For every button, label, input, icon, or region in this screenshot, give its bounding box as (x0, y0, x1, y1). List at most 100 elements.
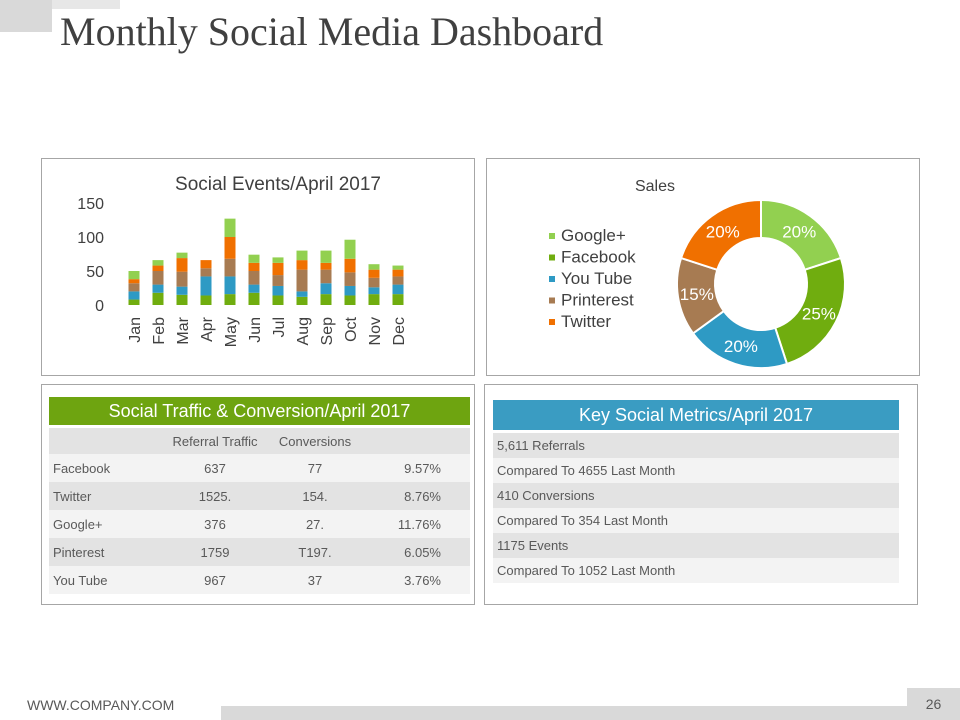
table-cell: 154. (302, 488, 328, 504)
x-tick-label: Feb (151, 317, 168, 345)
table-cell: 77 (307, 460, 323, 476)
y-tick-label: 50 (86, 264, 104, 281)
bar-facebook-may (224, 294, 236, 305)
table-cell: 11.76% (397, 516, 441, 532)
footer-bar (221, 706, 907, 720)
x-tick-label: Apr (199, 316, 216, 342)
page-title: Monthly Social Media Dashboard (60, 9, 604, 54)
bar-printerest-dec (392, 276, 404, 285)
legend-swatch-twitter (549, 319, 555, 325)
bar-google-aug (296, 250, 308, 261)
chart-title: Social Events/April 2017 (175, 174, 381, 195)
table-row: Pinterest 1759 T197. 6.05% (49, 538, 470, 566)
slice-label: 20% (706, 222, 740, 241)
bar-twitter-jan (128, 279, 140, 284)
social-events-panel: Social Events/April 2017 0 50 100 150 Jan Feb… (41, 158, 475, 376)
bar-twitter-mar (176, 258, 188, 272)
table-cell: 37 (307, 572, 323, 588)
y-tick-label: 0 (95, 298, 104, 315)
x-tick-label: Mar (175, 316, 192, 344)
bar-printerest-aug (296, 269, 308, 292)
table-cell: You Tube (53, 572, 108, 588)
table-cell: T197. (298, 544, 332, 560)
metrics-panel: Key Social Metrics/April 2017 5,611 Refe… (484, 384, 918, 605)
bar-facebook-feb (152, 292, 164, 305)
bar-you-tube-dec (392, 284, 404, 295)
bar-printerest-jan (128, 283, 140, 292)
bar-google-jan (128, 271, 140, 280)
bar-printerest-may (224, 258, 236, 277)
bar-you-tube-jul (272, 285, 284, 296)
slice-twitter (679, 198, 762, 272)
traffic-table: Referral Traffic Conversions Facebook 637 77… (49, 428, 470, 594)
y-tick-label: 150 (77, 196, 104, 213)
bar-you-tube-feb (152, 284, 164, 293)
metrics-list: 5,611 Referrals Compared To 4655 Last Mon… (493, 433, 899, 583)
bar-printerest-nov (368, 277, 380, 288)
legend-swatch-printerest (549, 297, 555, 304)
table-cell: 1525. (198, 488, 232, 504)
metric-row: Compared To 1052 Last Month (493, 558, 899, 583)
table-row: Facebook 637 77 9.57% (49, 454, 470, 482)
table-cell: Referral Traffic (172, 433, 258, 449)
table-cell: Pinterest (53, 544, 105, 560)
table-cell: 8.76% (404, 488, 441, 504)
table-header-row: Referral Traffic Conversions (49, 428, 470, 454)
legend-swatch-facebook (549, 254, 555, 261)
bar-facebook-aug (296, 296, 308, 305)
bar-twitter-feb (152, 265, 164, 271)
bar-printerest-apr (200, 268, 212, 277)
table-cell: 6.05% (404, 544, 441, 560)
bar-facebook-sep (320, 294, 332, 305)
slice-label: 15% (680, 285, 714, 304)
slice-label: 20% (782, 222, 816, 241)
slice-label: 25% (802, 305, 836, 324)
legend-label: Facebook (561, 248, 636, 267)
table-cell: 9.57% (404, 460, 441, 476)
metric-row: Compared To 354 Last Month (493, 508, 899, 533)
bar-printerest-jul (272, 275, 284, 286)
bar-twitter-dec (392, 269, 404, 277)
traffic-panel: Social Traffic & Conversion/April 2017 R… (41, 384, 475, 605)
table-cell: Conversions (278, 433, 352, 449)
bar-you-tube-nov (368, 287, 380, 295)
y-tick-label: 100 (77, 230, 104, 247)
bar-google-mar (176, 252, 188, 259)
table-cell: 967 (204, 572, 226, 588)
table-cell: Google+ (53, 516, 103, 532)
bar-facebook-jan (128, 299, 140, 305)
bar-you-tube-aug (296, 291, 308, 297)
bar-printerest-sep (320, 269, 332, 284)
bar-facebook-nov (368, 294, 380, 305)
metric-row: 1175 Events (493, 533, 899, 558)
bar-you-tube-apr (200, 276, 212, 296)
chart-title: Sales (635, 178, 675, 195)
bar-you-tube-may (224, 276, 236, 295)
x-tick-label: Jun (247, 317, 264, 343)
legend-label: Printerest (561, 291, 634, 310)
table-row: You Tube 967 37 3.76% (49, 566, 470, 594)
bar-printerest-oct (344, 272, 356, 286)
bar-google-jul (272, 257, 284, 263)
x-tick-label: Dec (391, 317, 408, 345)
bar-printerest-mar (176, 271, 188, 287)
bar-google-sep (320, 250, 332, 263)
bar-facebook-apr (200, 295, 212, 305)
x-tick-label: May (223, 317, 240, 347)
bar-twitter-aug (296, 260, 308, 270)
bar-facebook-jul (272, 295, 284, 305)
x-tick-label: Aug (295, 317, 312, 345)
bar-google-dec (392, 265, 404, 270)
x-tick-label: Oct (343, 316, 360, 341)
table-cell: Twitter (53, 488, 92, 504)
traffic-table-title: Social Traffic & Conversion/April 2017 (49, 397, 470, 425)
bar-twitter-nov (368, 269, 380, 278)
bar-facebook-oct (344, 295, 356, 305)
social-events-chart: Social Events/April 2017 0 50 100 150 Jan Feb… (77, 174, 408, 347)
bar-facebook-jun (248, 292, 260, 305)
corner-decoration (0, 0, 52, 32)
page-number: 26 (907, 688, 960, 720)
sales-donut-chart: Sales 20% 25% 20% 15% 20% Google+ Facebook You … (549, 178, 846, 369)
sales-panel: Sales 20% 25% 20% 15% 20% Google+ Facebook You … (486, 158, 920, 376)
legend-label: You Tube (561, 269, 632, 288)
